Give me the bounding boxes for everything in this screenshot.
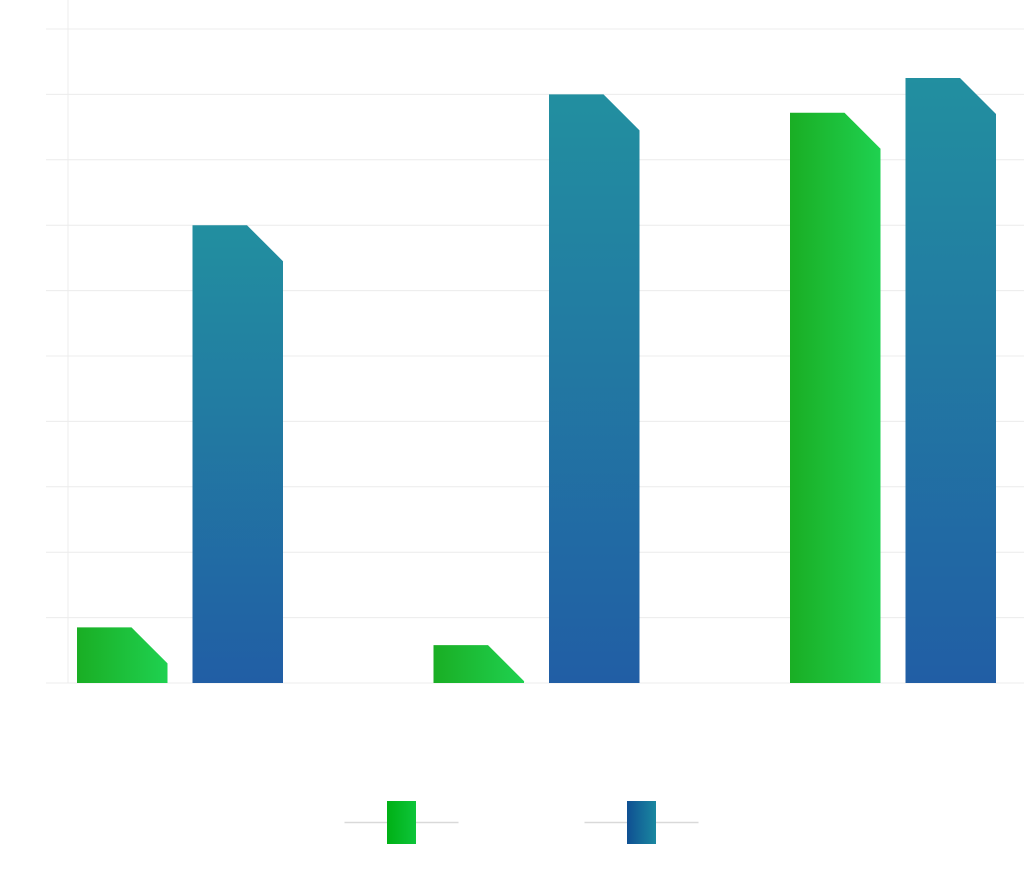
legend-item-series-1[interactable] — [344, 801, 459, 844]
legend — [344, 801, 699, 844]
legend-item-series-2[interactable] — [584, 801, 699, 844]
bar-series-1-category-2[interactable] — [433, 645, 525, 683]
legend-swatch — [627, 801, 656, 844]
bar-series-2-category-3[interactable] — [905, 78, 997, 684]
legend-swatch — [387, 801, 416, 844]
bar-series-2-category-2[interactable] — [549, 94, 640, 683]
bar-series-2-category-1[interactable] — [192, 225, 284, 683]
bar-series-1-category-3[interactable] — [790, 112, 881, 684]
bars-layer — [77, 78, 997, 684]
bar-series-1-category-1[interactable] — [77, 627, 168, 683]
